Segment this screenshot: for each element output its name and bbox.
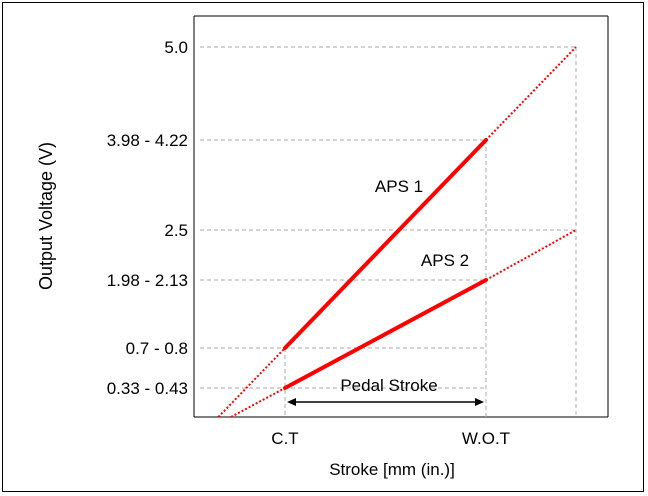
y-tick-label: 0.33 - 0.43 [107,379,188,398]
x-tick-label: W.O.T [462,429,510,448]
series-extension-line [485,46,577,141]
series-line [283,278,488,390]
arrowhead-right-icon [475,398,484,406]
series-line [283,138,488,350]
series-label: APS 2 [421,251,469,270]
series-label: APS 1 [375,177,423,196]
series-extension-line [217,347,286,418]
y-tick-label: 5.0 [164,38,188,57]
x-axis-label: Stroke [mm (in.)] [329,460,455,479]
arrowhead-left-icon [287,398,296,406]
y-tick-label: 2.5 [164,221,188,240]
series-extension-line [230,387,286,418]
x-tick-label: C.T [271,429,298,448]
series-extension-line [485,229,577,281]
y-tick-label: 3.98 - 4.22 [107,131,188,150]
y-tick-label: 1.98 - 2.13 [107,271,188,290]
y-axis-label: Output Voltage (V) [36,142,56,290]
figure-frame [2,2,644,492]
annotation-label: Pedal Stroke [340,376,437,395]
y-tick-label: 0.7 - 0.8 [126,339,188,358]
